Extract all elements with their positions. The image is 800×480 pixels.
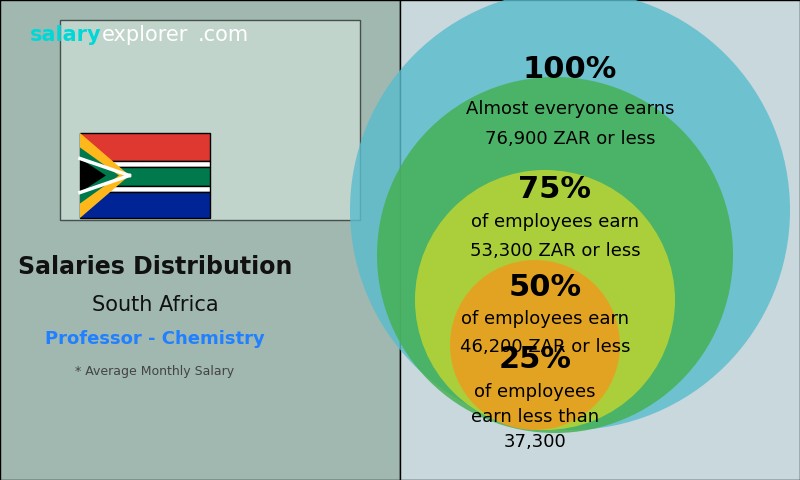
Text: Almost everyone earns: Almost everyone earns <box>466 100 674 118</box>
Text: salary: salary <box>30 25 102 45</box>
Text: of employees: of employees <box>474 383 596 401</box>
FancyBboxPatch shape <box>0 0 400 480</box>
Text: of employees earn: of employees earn <box>461 310 629 328</box>
Text: 25%: 25% <box>498 345 571 374</box>
FancyBboxPatch shape <box>80 161 210 168</box>
Text: * Average Monthly Salary: * Average Monthly Salary <box>75 365 234 378</box>
Text: 50%: 50% <box>509 273 582 302</box>
Polygon shape <box>80 147 119 204</box>
Text: earn less than: earn less than <box>471 408 599 426</box>
Text: 46,200 ZAR or less: 46,200 ZAR or less <box>460 338 630 356</box>
Text: .com: .com <box>198 25 249 45</box>
FancyBboxPatch shape <box>80 192 210 218</box>
Circle shape <box>377 77 733 433</box>
Text: Salaries Distribution: Salaries Distribution <box>18 255 292 279</box>
Polygon shape <box>80 133 130 218</box>
Circle shape <box>450 260 620 430</box>
Polygon shape <box>80 158 106 192</box>
Text: 76,900 ZAR or less: 76,900 ZAR or less <box>485 130 655 148</box>
Text: 53,300 ZAR or less: 53,300 ZAR or less <box>470 242 640 260</box>
Text: Professor - Chemistry: Professor - Chemistry <box>45 330 265 348</box>
Circle shape <box>415 170 675 430</box>
FancyBboxPatch shape <box>80 186 210 192</box>
Text: explorer: explorer <box>102 25 188 45</box>
FancyBboxPatch shape <box>80 167 210 186</box>
FancyBboxPatch shape <box>80 133 210 161</box>
Text: 75%: 75% <box>518 175 591 204</box>
Circle shape <box>350 0 790 430</box>
Text: South Africa: South Africa <box>92 295 218 315</box>
Text: 37,300: 37,300 <box>504 433 566 451</box>
FancyBboxPatch shape <box>400 0 800 480</box>
Text: of employees earn: of employees earn <box>471 213 639 231</box>
FancyBboxPatch shape <box>60 20 360 220</box>
Text: 100%: 100% <box>523 55 617 84</box>
